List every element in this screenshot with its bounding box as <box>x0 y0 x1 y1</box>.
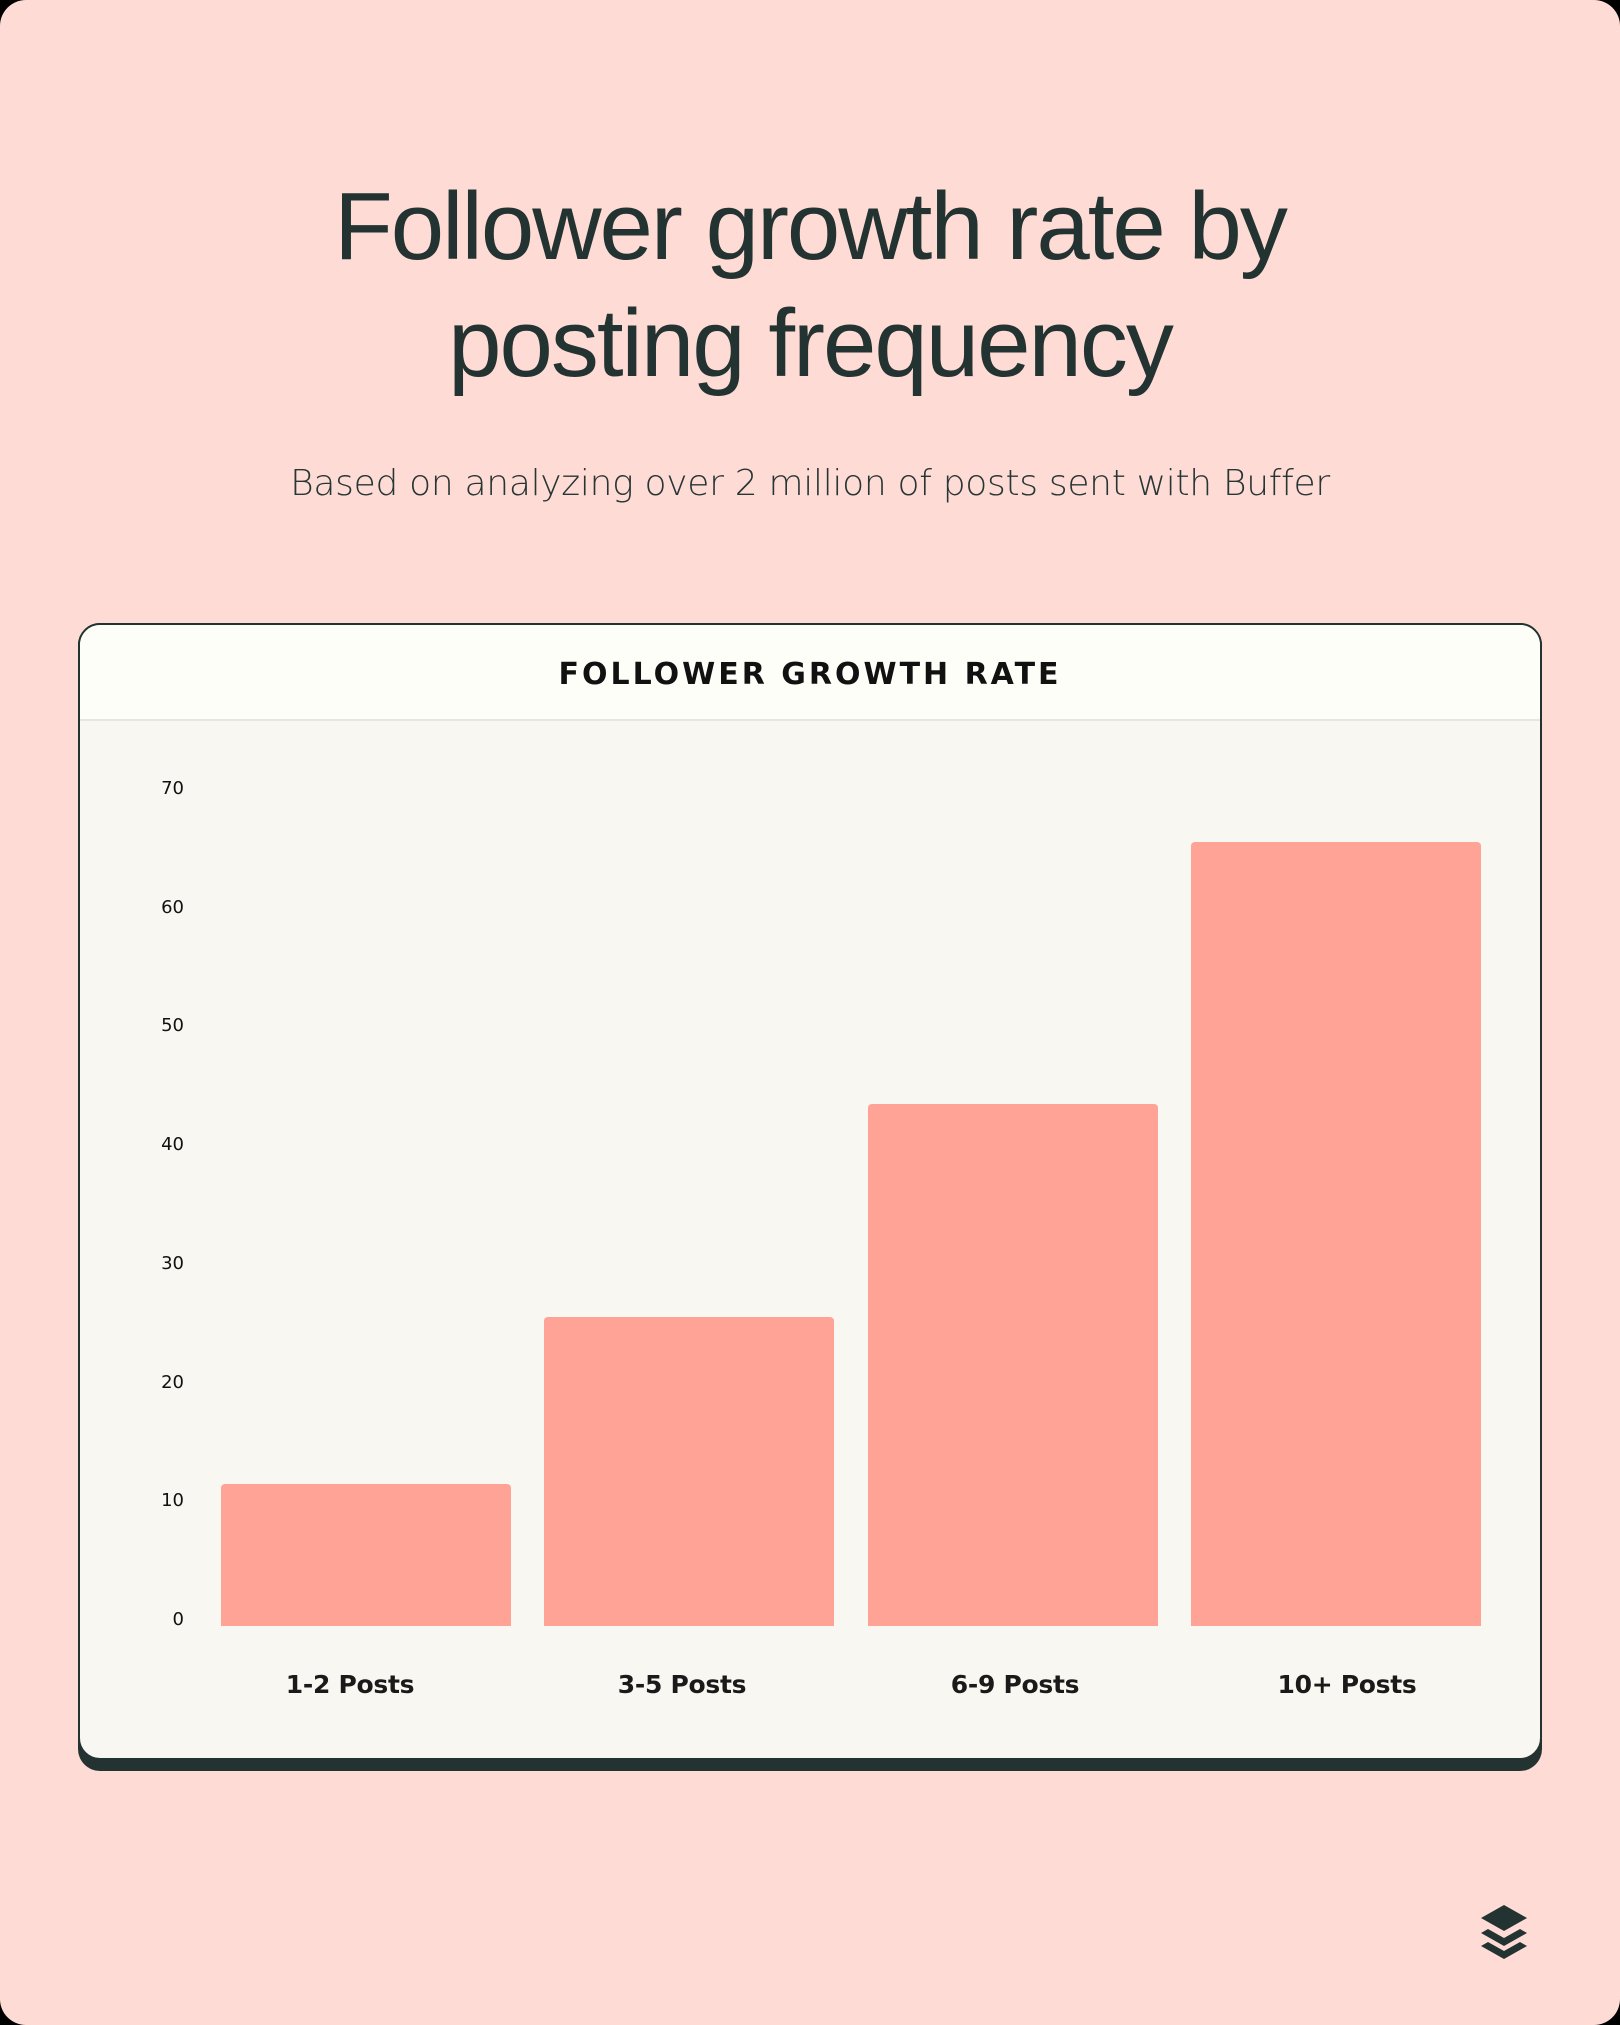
chart-card: FOLLOWER GROWTH RATE 0 10 20 30 40 50 60 70 1-2 … <box>78 623 1542 1771</box>
page-subtitle: Based on analyzing over 2 million of pos… <box>290 463 1330 504</box>
chart-plot-area: 0 10 20 30 40 50 60 70 1-2 Posts 3-5 Posts 6-9 Pos… <box>80 625 1540 1758</box>
chart-card-header: FOLLOWER GROWTH RATE <box>80 625 1540 721</box>
y-tick-label: 0 <box>172 1609 184 1630</box>
bar-2 <box>544 1317 834 1626</box>
y-tick-label: 20 <box>161 1371 184 1393</box>
y-tick-label: 60 <box>161 896 184 918</box>
bar-1 <box>221 1483 511 1626</box>
bar-3 <box>868 1103 1158 1626</box>
chart-title: FOLLOWER GROWTH RATE <box>558 656 1062 692</box>
x-axis-label: 10+ Posts <box>1277 1670 1417 1699</box>
x-axis-label: 3-5 Posts <box>617 1670 747 1699</box>
buffer-stack-icon <box>1481 1905 1527 1959</box>
y-tick-label: 30 <box>161 1252 184 1274</box>
page-title-line2: posting frequency <box>448 290 1174 397</box>
bar-4 <box>1191 842 1481 1626</box>
y-tick-label: 40 <box>161 1134 184 1156</box>
x-axis-label: 6-9 Posts <box>950 1670 1080 1699</box>
y-tick-label: 70 <box>161 778 184 799</box>
y-tick-label: 10 <box>161 1490 184 1512</box>
page-title: Follower growth rate by posting frequenc… <box>0 168 1620 402</box>
page-title-line1: Follower growth rate by <box>334 173 1288 280</box>
y-tick-label: 50 <box>161 1015 184 1037</box>
x-axis-label: 1-2 Posts <box>285 1670 415 1699</box>
chart-card-body: FOLLOWER GROWTH RATE 0 10 20 30 40 50 60 70 1-2 … <box>78 623 1542 1760</box>
